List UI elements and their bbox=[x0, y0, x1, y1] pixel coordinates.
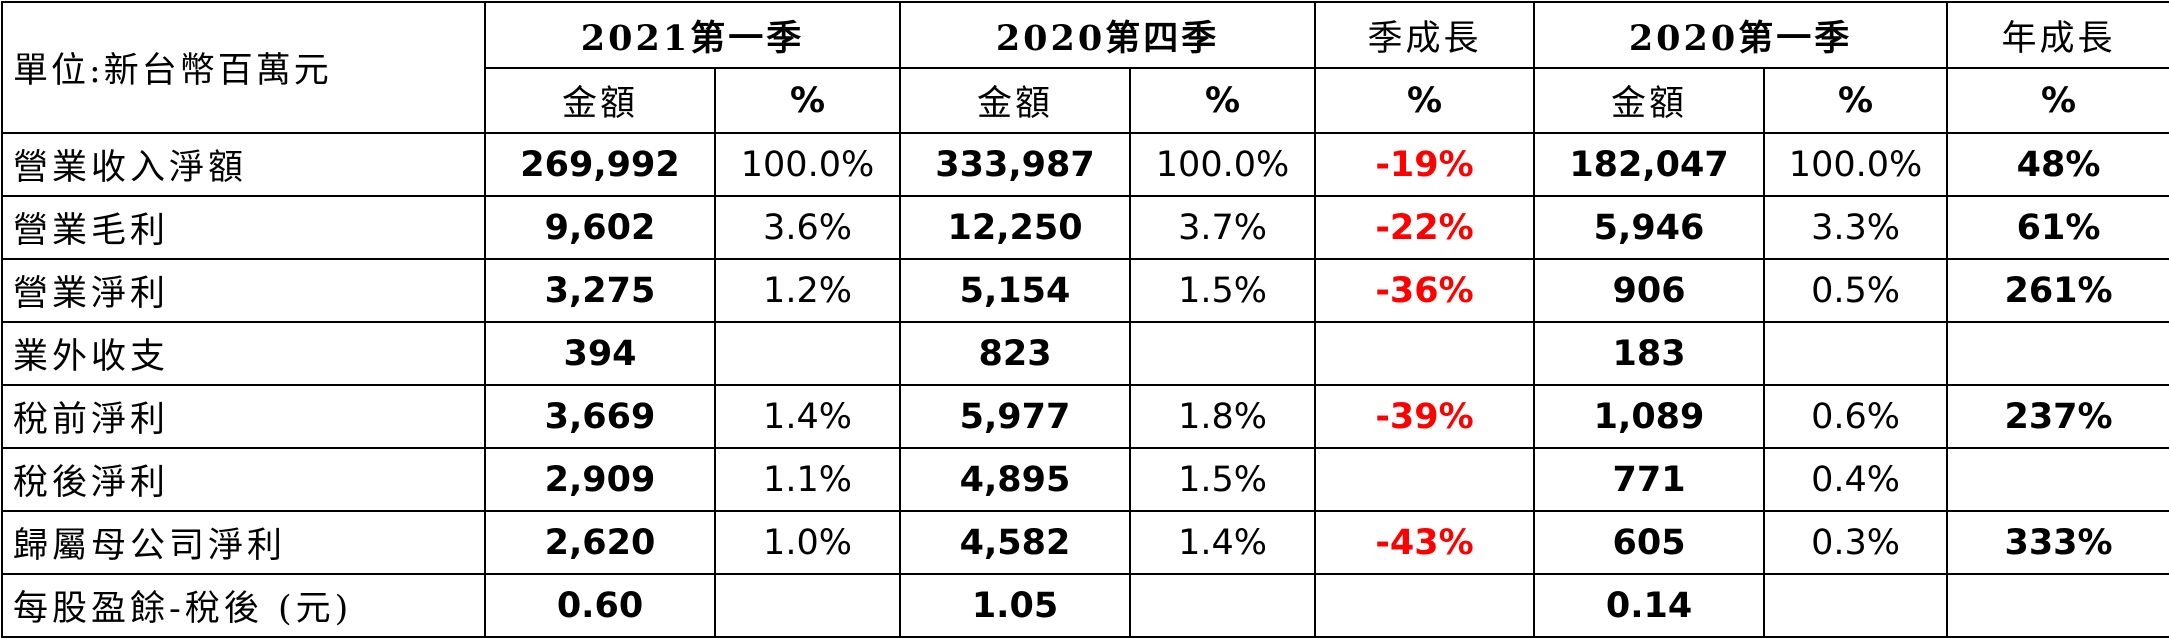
cell-2020q4-percent: 3.7% bbox=[1129, 195, 1317, 260]
cell-qoq-growth bbox=[1314, 573, 1536, 638]
header-row-subcolumns: 金額 % 金額 % % 金額 % % bbox=[2, 67, 2169, 134]
cell-2020q1-percent: 0.6% bbox=[1763, 384, 1949, 449]
table-row: 業外收支 394 823 183 bbox=[1, 321, 2169, 386]
cell-qoq-growth: -22% bbox=[1314, 195, 1536, 260]
cell-2020q1-amount: 1,089 bbox=[1533, 384, 1766, 449]
cell-yoy-growth bbox=[1946, 321, 2169, 386]
cell-2020q4-amount: 5,154 bbox=[899, 258, 1132, 323]
table-row: 每股盈餘-稅後 (元) 0.60 1.05 0.14 bbox=[1, 573, 2169, 638]
cell-qoq-growth: -36% bbox=[1314, 258, 1536, 323]
cell-2020q1-amount: 605 bbox=[1533, 510, 1766, 575]
subheader-percent: % bbox=[1129, 67, 1317, 134]
header-2020-q1: 2020第一季 bbox=[1533, 1, 1949, 69]
subheader-percent: % bbox=[1314, 67, 1536, 134]
cell-qoq-growth bbox=[1314, 321, 1536, 386]
cell-yoy-growth bbox=[1946, 573, 2169, 638]
row-label: 營業毛利 bbox=[1, 195, 486, 260]
row-label: 稅前淨利 bbox=[1, 384, 486, 449]
header-qoq-growth: 季成長 bbox=[1314, 1, 1536, 69]
table-row: 營業收入淨額 269,992 100.0% 333,987 100.0% -19… bbox=[1, 132, 2169, 197]
cell-2020q4-percent: 1.8% bbox=[1129, 384, 1317, 449]
cell-yoy-growth: 237% bbox=[1946, 384, 2169, 449]
subheader-percent: % bbox=[713, 67, 902, 134]
cell-yoy-growth: 261% bbox=[1946, 258, 2169, 323]
cell-2020q1-percent: 0.5% bbox=[1763, 258, 1949, 323]
cell-2020q1-percent bbox=[1763, 321, 1949, 386]
cell-yoy-growth bbox=[1946, 447, 2169, 512]
cell-2020q1-amount: 182,047 bbox=[1533, 132, 1766, 197]
cell-qoq-growth bbox=[1314, 447, 1536, 512]
cell-yoy-growth: 333% bbox=[1946, 510, 2169, 575]
header-yoy-growth: 年成長 bbox=[1946, 1, 2169, 69]
cell-2020q4-percent: 1.5% bbox=[1129, 258, 1317, 323]
cell-yoy-growth: 48% bbox=[1946, 132, 2169, 197]
cell-2021q1-amount: 2,909 bbox=[484, 447, 716, 512]
cell-2021q1-percent: 3.6% bbox=[713, 195, 902, 260]
header-row-periods: 單位:新台幣百萬元 2021第一季 2020第四季 季成長 2020第一季 年成… bbox=[1, 1, 2169, 134]
cell-qoq-growth: -39% bbox=[1314, 384, 1536, 449]
table-row: 稅後淨利 2,909 1.1% 4,895 1.5% 771 0.4% bbox=[1, 447, 2169, 512]
cell-2020q1-amount: 5,946 bbox=[1533, 195, 1766, 260]
cell-qoq-growth: -43% bbox=[1314, 510, 1536, 575]
cell-2021q1-amount: 9,602 bbox=[484, 195, 716, 260]
row-label: 每股盈餘-稅後 (元) bbox=[1, 573, 486, 638]
cell-2020q1-percent bbox=[1763, 573, 1949, 638]
cell-2021q1-percent: 100.0% bbox=[713, 132, 902, 197]
cell-2020q4-amount: 4,582 bbox=[899, 510, 1132, 575]
cell-qoq-growth: -19% bbox=[1314, 132, 1536, 197]
row-label: 營業收入淨額 bbox=[1, 132, 486, 197]
row-label: 歸屬母公司淨利 bbox=[1, 510, 486, 575]
header-2021-q1: 2021第一季 bbox=[483, 1, 902, 69]
cell-2020q4-amount: 4,895 bbox=[899, 447, 1132, 512]
unit-label: 單位:新台幣百萬元 bbox=[1, 1, 486, 134]
table-row: 營業淨利 3,275 1.2% 5,154 1.5% -36% 906 0.5%… bbox=[1, 258, 2169, 323]
cell-2020q1-amount: 906 bbox=[1533, 258, 1766, 323]
cell-2020q1-amount: 183 bbox=[1533, 321, 1766, 386]
cell-2021q1-amount: 3,275 bbox=[484, 258, 716, 323]
subheader-amount: 金額 bbox=[899, 67, 1132, 134]
row-label: 稅後淨利 bbox=[1, 447, 486, 512]
cell-yoy-growth: 61% bbox=[1946, 195, 2169, 260]
cell-2021q1-amount: 3,669 bbox=[484, 384, 716, 449]
subheader-percent: % bbox=[1946, 67, 2169, 134]
cell-2020q4-percent bbox=[1129, 321, 1317, 386]
cell-2020q1-percent: 0.3% bbox=[1763, 510, 1949, 575]
cell-2020q1-percent: 0.4% bbox=[1763, 447, 1949, 512]
cell-2020q4-amount: 5,977 bbox=[899, 384, 1132, 449]
subheader-amount: 金額 bbox=[1533, 67, 1766, 134]
cell-2020q1-amount: 0.14 bbox=[1533, 573, 1766, 638]
cell-2021q1-amount: 394 bbox=[484, 321, 716, 386]
cell-2020q4-amount: 823 bbox=[899, 321, 1132, 386]
cell-2020q4-percent bbox=[1129, 573, 1317, 638]
cell-2020q1-percent: 100.0% bbox=[1763, 132, 1949, 197]
table-row: 營業毛利 9,602 3.6% 12,250 3.7% -22% 5,946 3… bbox=[1, 195, 2169, 260]
header-2020-q4: 2020第四季 bbox=[899, 1, 1317, 69]
cell-2021q1-percent: 1.4% bbox=[713, 384, 902, 449]
cell-2020q4-amount: 12,250 bbox=[899, 195, 1132, 260]
cell-2021q1-amount: 269,992 bbox=[484, 132, 716, 197]
cell-2021q1-amount: 0.60 bbox=[484, 573, 716, 638]
cell-2021q1-percent bbox=[713, 573, 902, 638]
cell-2021q1-amount: 2,620 bbox=[484, 510, 716, 575]
table-row: 歸屬母公司淨利 2,620 1.0% 4,582 1.4% -43% 605 0… bbox=[1, 510, 2169, 575]
subheader-amount: 金額 bbox=[484, 67, 716, 134]
cell-2020q1-amount: 771 bbox=[1533, 447, 1766, 512]
cell-2020q1-percent: 3.3% bbox=[1763, 195, 1949, 260]
cell-2020q4-percent: 1.4% bbox=[1129, 510, 1317, 575]
cell-2021q1-percent: 1.1% bbox=[713, 447, 902, 512]
cell-2021q1-percent: 1.2% bbox=[713, 258, 902, 323]
cell-2021q1-percent bbox=[713, 321, 902, 386]
cell-2020q4-amount: 1.05 bbox=[899, 573, 1132, 638]
subheader-percent: % bbox=[1763, 67, 1949, 134]
row-label: 業外收支 bbox=[1, 321, 486, 386]
cell-2020q4-percent: 1.5% bbox=[1129, 447, 1317, 512]
row-label: 營業淨利 bbox=[1, 258, 486, 323]
table-row: 稅前淨利 3,669 1.4% 5,977 1.8% -39% 1,089 0.… bbox=[1, 384, 2169, 449]
cell-2020q4-percent: 100.0% bbox=[1129, 132, 1317, 197]
cell-2021q1-percent: 1.0% bbox=[713, 510, 902, 575]
cell-2020q4-amount: 333,987 bbox=[899, 132, 1132, 197]
